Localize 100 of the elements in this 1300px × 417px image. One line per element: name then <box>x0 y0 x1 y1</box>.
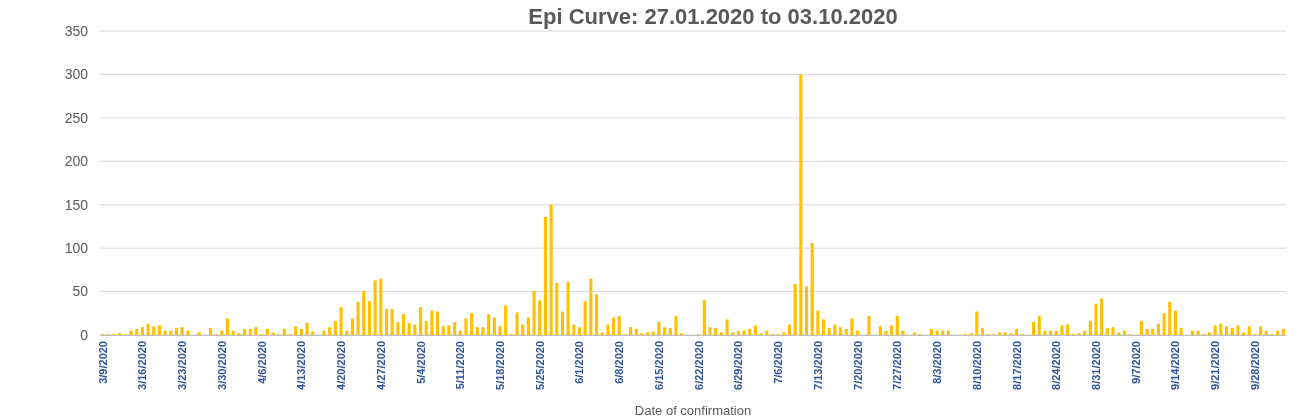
bar <box>810 242 814 335</box>
x-tick-label: 6/15/2020 <box>652 341 665 390</box>
bar <box>515 312 519 335</box>
bar <box>305 322 309 335</box>
bar <box>492 317 496 335</box>
bar <box>294 326 298 335</box>
bar <box>634 328 638 335</box>
bar <box>333 321 337 335</box>
bar <box>1088 321 1092 335</box>
bar <box>799 74 803 335</box>
y-tick-label: 150 <box>64 196 89 213</box>
bar <box>589 278 593 335</box>
bar <box>532 290 536 335</box>
x-tick-label: 5/18/2020 <box>494 341 507 390</box>
bar <box>560 311 565 335</box>
bar <box>1100 298 1104 335</box>
bar <box>464 318 468 335</box>
bar <box>362 290 366 335</box>
bar <box>793 283 797 335</box>
bar <box>1168 301 1172 335</box>
bar <box>1242 332 1246 335</box>
bar <box>538 300 542 335</box>
bar <box>401 314 406 335</box>
bar <box>373 280 377 335</box>
x-tick-label: 4/27/2020 <box>374 341 387 390</box>
bar <box>867 315 871 335</box>
bar <box>265 328 269 335</box>
x-tick-label: 7/13/2020 <box>811 341 824 390</box>
x-tick-label: 8/17/2020 <box>1010 341 1023 390</box>
bar <box>1139 321 1143 335</box>
bar <box>1247 326 1251 335</box>
bar <box>782 332 786 335</box>
bar <box>379 278 383 335</box>
y-tick-label: 100 <box>64 240 89 257</box>
bar <box>663 327 667 335</box>
x-tick-label: 5/25/2020 <box>533 341 546 390</box>
bar <box>390 308 394 335</box>
bar <box>299 328 303 335</box>
bar <box>356 301 360 335</box>
bar <box>475 327 479 335</box>
bar <box>1037 315 1041 335</box>
bar <box>140 327 144 335</box>
bar <box>498 326 502 335</box>
x-tick-label: 9/21/2020 <box>1209 341 1222 390</box>
x-tick-label: 6/22/2020 <box>692 341 705 390</box>
bar <box>350 318 354 335</box>
bar <box>674 315 678 335</box>
x-tick-label: 9/28/2020 <box>1248 341 1261 390</box>
bar <box>282 328 286 335</box>
bar <box>384 308 389 335</box>
x-tick-label: 3/9/2020 <box>96 341 109 384</box>
bar <box>731 332 735 335</box>
bar <box>725 319 729 335</box>
y-tick-label: 300 <box>64 66 89 83</box>
bar <box>243 328 247 335</box>
bar <box>424 321 428 335</box>
y-tick-label: 250 <box>64 109 89 126</box>
bar <box>753 325 757 335</box>
bar <box>997 332 1002 335</box>
bar <box>208 328 213 335</box>
bar <box>453 321 457 335</box>
bar <box>583 301 587 335</box>
bar <box>418 307 423 335</box>
bar <box>929 328 933 335</box>
bar <box>1259 326 1263 335</box>
bar <box>1094 303 1098 335</box>
bar <box>629 327 633 335</box>
bar <box>430 310 434 335</box>
x-axis-title: Date of confirmation <box>634 403 752 417</box>
chart-title: Epi Curve: 27.01.2020 to 03.10.2020 <box>528 4 898 29</box>
x-tick-label: 7/20/2020 <box>851 341 864 390</box>
bar <box>1156 323 1160 335</box>
bar <box>1060 325 1064 335</box>
bar <box>1213 325 1217 335</box>
bar <box>328 327 332 335</box>
bar <box>322 330 326 335</box>
bar <box>714 328 718 335</box>
bar <box>1224 326 1229 335</box>
bar <box>975 311 979 335</box>
bar <box>611 317 616 335</box>
bar <box>839 327 843 335</box>
x-tick-label: 3/30/2020 <box>215 341 228 390</box>
bar <box>566 282 570 335</box>
bar <box>980 328 985 335</box>
bar <box>226 318 230 335</box>
x-tick-label: 8/10/2020 <box>970 341 983 390</box>
bar <box>890 325 894 335</box>
bar <box>646 332 650 335</box>
bar <box>600 332 604 335</box>
bar <box>901 330 905 335</box>
x-tick-label: 7/6/2020 <box>772 341 785 384</box>
bar <box>1105 328 1109 335</box>
bar <box>447 325 451 335</box>
x-tick-label: 6/8/2020 <box>613 341 626 384</box>
bar <box>1173 310 1178 335</box>
bar <box>844 328 848 335</box>
bar <box>470 313 474 335</box>
bar <box>1236 325 1240 335</box>
bar <box>895 315 899 335</box>
bar <box>1219 323 1223 335</box>
